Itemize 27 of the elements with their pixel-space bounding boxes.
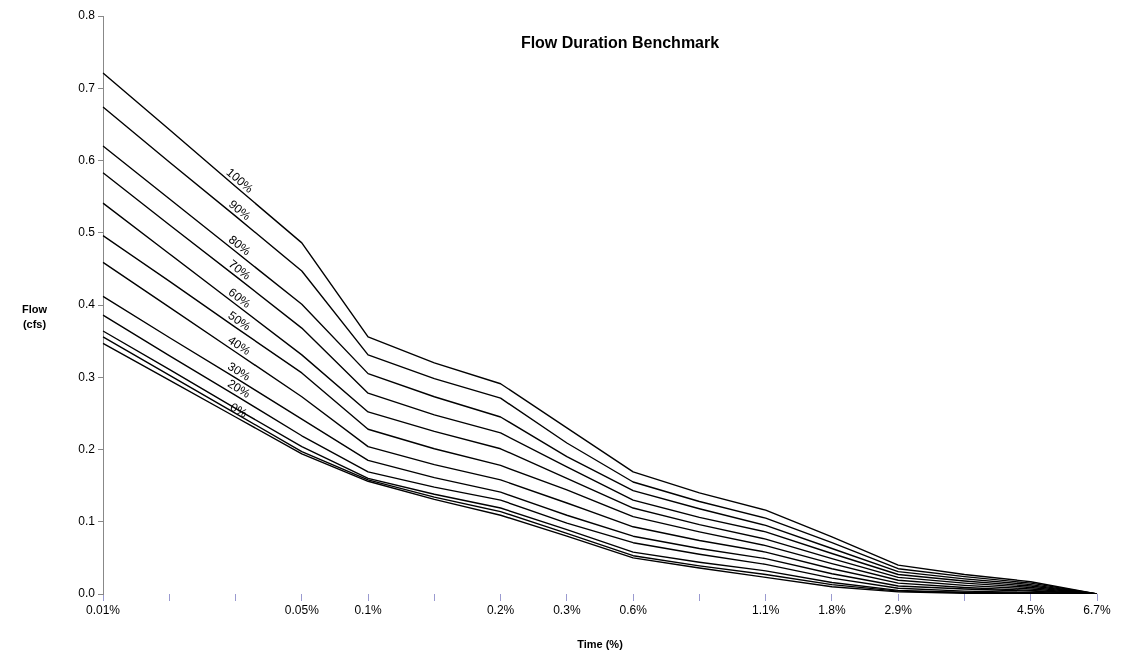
y-tick-label: 0.6 xyxy=(78,152,96,167)
y-tick-label: 0.3 xyxy=(78,369,96,384)
x-tick-label: 0.01% xyxy=(85,602,121,617)
y-tick-label: 0.8 xyxy=(78,8,96,23)
y-tick-label: 0.0 xyxy=(78,586,96,601)
x-tick-label: 1.1% xyxy=(751,602,780,617)
x-tick-label: 2.9% xyxy=(884,602,913,617)
x-tick-label: 0.2% xyxy=(486,602,515,617)
y-axis-title: Flow (cfs) xyxy=(22,302,48,332)
y-tick-label: 0.5 xyxy=(78,225,96,240)
x-tick-label: 0.6% xyxy=(619,602,648,617)
x-tick-label: 0.1% xyxy=(354,602,383,617)
text: Flow Duration Benchmark xyxy=(519,34,721,52)
text: 40% xyxy=(225,332,254,359)
x-tick-label: 0.05% xyxy=(284,602,320,617)
y-tick-label: 0.4 xyxy=(78,297,96,312)
text: 90% xyxy=(226,196,254,224)
x-tick-label: 1.8% xyxy=(818,602,846,617)
x-tick-label: 0.3% xyxy=(553,602,581,617)
x-tick-label: 4.5% xyxy=(1017,602,1045,617)
text: 0% xyxy=(227,399,251,421)
x-axis-title: Time (%) xyxy=(576,638,624,650)
y-tick-label: 0.1 xyxy=(78,514,96,529)
x-tick-label: 6.7% xyxy=(1083,602,1111,617)
y-tick-label: 0.7 xyxy=(78,80,96,95)
text: 80% xyxy=(225,232,254,259)
y-tick-label: 0.2 xyxy=(78,441,96,456)
